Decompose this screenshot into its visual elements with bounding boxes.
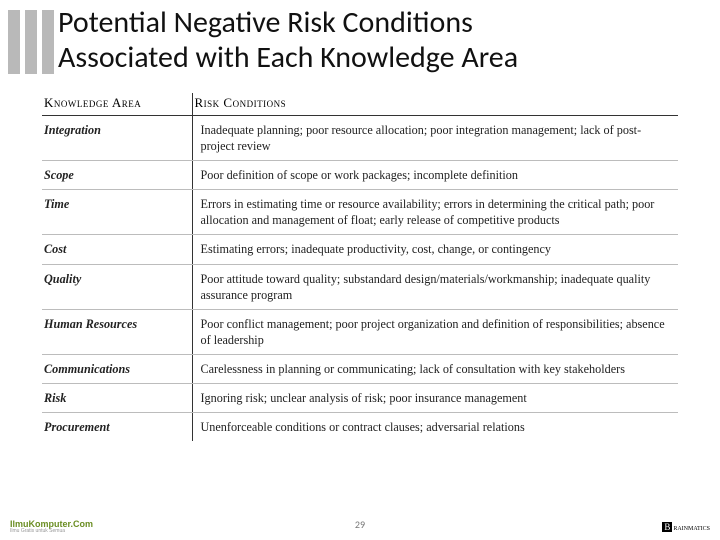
table-row: QualityPoor attitude toward quality; sub… xyxy=(42,264,678,309)
table-row: RiskIgnoring risk; unclear analysis of r… xyxy=(42,384,678,413)
risk-table-region: Knowledge Area Risk Conditions Integrati… xyxy=(42,93,678,441)
table-row: ProcurementUnenforceable conditions or c… xyxy=(42,413,678,442)
logo-right: Brainmatics xyxy=(662,522,710,532)
cell-knowledge-area: Cost xyxy=(42,235,192,264)
table-row: CommunicationsCarelessness in planning o… xyxy=(42,354,678,383)
table-row: Human ResourcesPoor conflict management;… xyxy=(42,309,678,354)
table-row: TimeErrors in estimating time or resourc… xyxy=(42,190,678,235)
decorative-bars xyxy=(8,10,54,74)
cell-knowledge-area: Integration xyxy=(42,116,192,161)
cell-knowledge-area: Risk xyxy=(42,384,192,413)
table-row: ScopePoor definition of scope or work pa… xyxy=(42,161,678,190)
logo-left-sub: Ilmu Gratis untuk Semua xyxy=(10,529,93,534)
title-line-2: Associated with Each Knowledge Area xyxy=(58,39,518,76)
cell-knowledge-area: Communications xyxy=(42,354,192,383)
cell-risk-conditions: Inadequate planning; poor resource alloc… xyxy=(192,116,678,161)
cell-risk-conditions: Poor conflict management; poor project o… xyxy=(192,309,678,354)
table-row: IntegrationInadequate planning; poor res… xyxy=(42,116,678,161)
cell-knowledge-area: Procurement xyxy=(42,413,192,442)
table-row: CostEstimating errors; inadequate produc… xyxy=(42,235,678,264)
page-number: 29 xyxy=(355,518,365,531)
cell-risk-conditions: Ignoring risk; unclear analysis of risk;… xyxy=(192,384,678,413)
table-header-row: Knowledge Area Risk Conditions xyxy=(42,93,678,116)
header-risk-conditions: Risk Conditions xyxy=(192,93,678,116)
logo-right-b: B xyxy=(662,522,672,532)
cell-risk-conditions: Poor attitude toward quality; substandar… xyxy=(192,264,678,309)
cell-risk-conditions: Carelessness in planning or communicatin… xyxy=(192,354,678,383)
cell-knowledge-area: Quality xyxy=(42,264,192,309)
page-title: Potential Negative Risk Conditions Assoc… xyxy=(0,0,720,75)
logo-right-rest: rainmatics xyxy=(673,522,710,532)
cell-knowledge-area: Time xyxy=(42,190,192,235)
logo-left: IlmuKomputer.Com Ilmu Gratis untuk Semua xyxy=(10,520,93,534)
cell-risk-conditions: Errors in estimating time or resource av… xyxy=(192,190,678,235)
header-knowledge-area: Knowledge Area xyxy=(42,93,192,116)
slide-footer: IlmuKomputer.Com Ilmu Gratis untuk Semua… xyxy=(0,514,720,534)
cell-knowledge-area: Scope xyxy=(42,161,192,190)
cell-risk-conditions: Poor definition of scope or work package… xyxy=(192,161,678,190)
cell-knowledge-area: Human Resources xyxy=(42,309,192,354)
risk-table: Knowledge Area Risk Conditions Integrati… xyxy=(42,93,678,441)
cell-risk-conditions: Unenforceable conditions or contract cla… xyxy=(192,413,678,442)
title-line-1: Potential Negative Risk Conditions xyxy=(58,4,473,41)
cell-risk-conditions: Estimating errors; inadequate productivi… xyxy=(192,235,678,264)
